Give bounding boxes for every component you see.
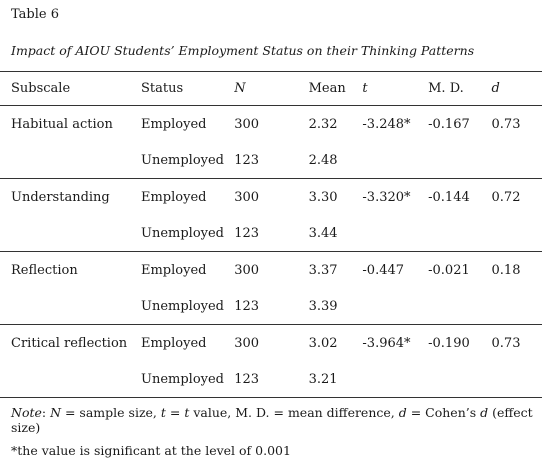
n-cell: 123	[234, 143, 309, 179]
mean-cell: 2.48	[308, 143, 363, 179]
md-cell: -0.144	[428, 190, 470, 206]
status-cell: Unemployed	[140, 216, 235, 252]
header-row: Subscale Status N Mean t M. D. d	[0, 71, 542, 106]
subscale-cell: Reflection	[11, 263, 78, 279]
md-cell: -0.167	[428, 117, 470, 133]
n-cell: 123	[234, 289, 309, 325]
t-cell: -3.964*	[362, 336, 411, 352]
md-cell: -0.190	[428, 336, 470, 352]
header-subscale: Subscale	[0, 71, 141, 106]
mean-cell: 3.37	[308, 263, 338, 279]
t-cell: -3.320*	[362, 190, 411, 206]
note-prefix: Note	[11, 405, 42, 420]
table-row: Critical reflection Employed 300 3.02 -3…	[0, 325, 542, 363]
mean-cell: 3.39	[308, 289, 363, 325]
mean-cell: 3.44	[308, 216, 363, 252]
subscale-cell: Critical reflection	[11, 336, 128, 352]
table-number: Table 6	[11, 7, 59, 22]
status-cell: Employed	[140, 263, 207, 279]
status-cell: Unemployed	[140, 362, 235, 398]
table-note: Note: N = sample size, t = t value, M. D…	[11, 405, 533, 435]
subscale-cell: Understanding	[11, 190, 110, 206]
d-cell: 0.72	[491, 190, 521, 206]
header-md: M. D.	[428, 71, 492, 106]
table-row: Habitual action Employed 300 2.32 -3.248…	[0, 106, 542, 144]
status-cell: Unemployed	[140, 289, 235, 325]
table-title: Impact of AIOU Students’ Employment Stat…	[11, 43, 475, 58]
n-cell: 123	[234, 216, 309, 252]
md-cell: -0.021	[428, 263, 470, 279]
header-mean: Mean	[308, 71, 363, 106]
results-table: Subscale Status N Mean t M. D. d Habitua…	[0, 71, 542, 398]
header-status: Status	[140, 71, 235, 106]
n-cell: 300	[234, 117, 260, 133]
table-row: Unemployed 123 3.21	[0, 362, 542, 398]
table-row: Understanding Employed 300 3.30 -3.320* …	[0, 179, 542, 217]
n-cell: 300	[234, 336, 260, 352]
n-cell: 123	[234, 362, 309, 398]
mean-cell: 3.21	[308, 362, 363, 398]
mean-cell: 3.30	[308, 190, 338, 206]
status-cell: Employed	[140, 117, 207, 133]
header-d: d	[491, 71, 542, 106]
status-cell: Unemployed	[140, 143, 235, 179]
d-cell: 0.73	[491, 117, 521, 133]
n-cell: 300	[234, 190, 260, 206]
status-cell: Employed	[140, 190, 207, 206]
table-row: Unemployed 123 3.44	[0, 216, 542, 252]
table-row: Reflection Employed 300 3.37 -0.447 -0.0…	[0, 252, 542, 290]
table-row: Unemployed 123 2.48	[0, 143, 542, 179]
mean-cell: 3.02	[308, 336, 338, 352]
table-row: Unemployed 123 3.39	[0, 289, 542, 325]
status-cell: Employed	[140, 336, 207, 352]
d-cell: 0.73	[491, 336, 521, 352]
mean-cell: 2.32	[308, 117, 338, 133]
header-n: N	[234, 71, 309, 106]
n-cell: 300	[234, 263, 260, 279]
d-cell: 0.18	[491, 263, 521, 279]
t-cell: -3.248*	[362, 117, 411, 133]
significance-footnote: *the value is significant at the level o…	[11, 443, 291, 458]
header-t: t	[362, 71, 429, 106]
subscale-cell: Habitual action	[11, 117, 113, 133]
t-cell: -0.447	[362, 263, 405, 279]
